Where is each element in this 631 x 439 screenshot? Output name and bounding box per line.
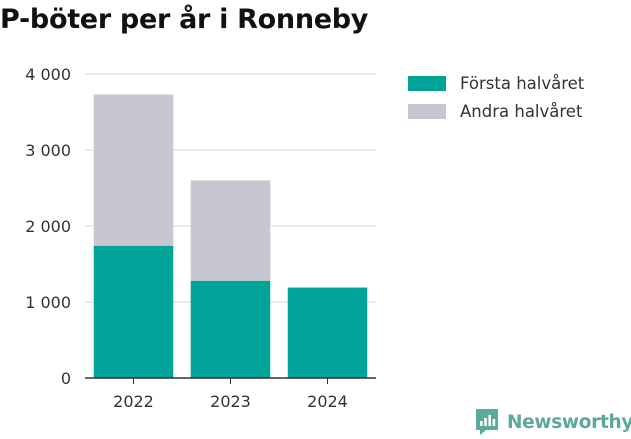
chart-title: P-böter per år i Ronneby	[0, 4, 369, 35]
legend-swatch-first-half	[408, 75, 446, 91]
brand-name: Newsworthy	[507, 411, 631, 433]
brand-logo[interactable]: Newsworthy	[475, 408, 631, 436]
legend-label-second-half: Andra halvåret	[460, 101, 583, 121]
legend-label-first-half: Första halvåret	[460, 73, 585, 93]
bar-first-half-2023	[190, 280, 271, 378]
bars	[93, 94, 368, 378]
bar-first-half-2024	[287, 287, 368, 378]
y-tick-label: 1 000	[25, 293, 71, 312]
x-tick-label: 2022	[113, 392, 154, 411]
newsworthy-logo-icon	[476, 409, 498, 435]
y-tick-label: 4 000	[25, 65, 71, 84]
x-tick-label: 2024	[307, 392, 348, 411]
bar-second-half-2023	[190, 180, 271, 281]
x-tick-label: 2023	[210, 392, 251, 411]
bar-second-half-2022	[93, 94, 174, 246]
bar-first-half-2022	[93, 245, 174, 378]
legend-swatch-second-half	[408, 103, 446, 119]
legend: Första halvåret Andra halvåret	[408, 69, 584, 125]
y-tick-label: 2 000	[25, 217, 71, 236]
legend-item-second-half[interactable]: Andra halvåret	[408, 97, 584, 125]
axes: 0 1 000 2 000 3 000 4 000 2022 2023 2024	[25, 65, 376, 411]
y-tick-label: 3 000	[25, 141, 71, 160]
y-tick-label: 0	[61, 369, 71, 388]
legend-item-first-half[interactable]: Första halvåret	[408, 69, 584, 97]
